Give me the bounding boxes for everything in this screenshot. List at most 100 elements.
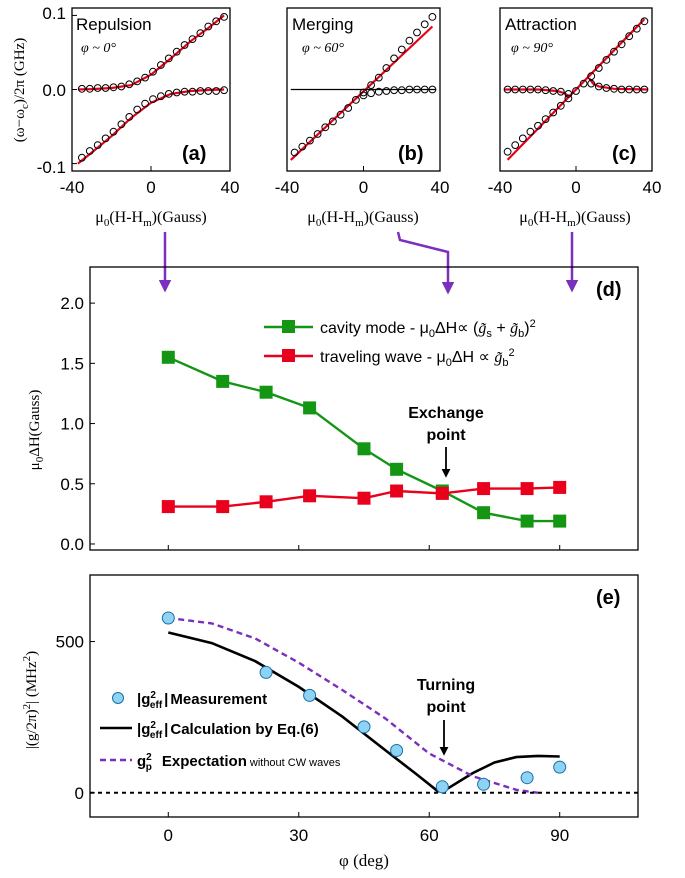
panel-b: -40 0 40 Merging φ ~ 60° (b) — [275, 7, 450, 197]
turning-annotation-line1: Turning — [417, 677, 475, 694]
measurement-point — [259, 665, 273, 679]
x-tick-label: 30 — [289, 826, 308, 845]
data-point — [172, 88, 181, 97]
data-point — [390, 462, 404, 476]
x-tick-label: 40 — [643, 178, 662, 197]
data-point — [357, 442, 371, 456]
data-point — [520, 514, 534, 528]
data-point — [553, 514, 567, 528]
data-point — [541, 86, 550, 95]
data-point — [101, 84, 110, 92]
data-point — [216, 500, 230, 514]
panel-d-label: (d) — [596, 279, 622, 301]
data-point — [188, 35, 197, 43]
data-point — [602, 56, 611, 64]
panel-e-frame — [89, 574, 639, 818]
panel-e-plot: 0 30 60 90 0 500 — [56, 611, 638, 845]
panel-a: -40 0 40 Repulsion φ ~ 0° (a) 0.1 0.0 -0.1… — [12, 4, 239, 197]
measurement-point — [435, 780, 449, 794]
exchange-annotation-line2: point — [426, 427, 466, 444]
panel-d-legend: cavity mode - μ0ΔH∝ (g̃s + g̃b)2 traveli… — [264, 318, 536, 369]
data-point — [306, 136, 314, 145]
data-point — [405, 36, 414, 45]
data-point — [564, 94, 573, 103]
data-point — [141, 73, 150, 82]
data-point — [298, 142, 307, 151]
data-point — [534, 85, 542, 94]
data-point — [78, 84, 86, 93]
data-point — [640, 85, 649, 94]
exchange-annotation-line1: Exchange — [408, 405, 484, 422]
data-point — [216, 374, 230, 388]
data-point — [180, 41, 189, 49]
data-point — [428, 85, 437, 94]
panel-c-title: Attraction — [505, 15, 577, 34]
data-point — [117, 82, 126, 91]
data-point — [511, 85, 520, 94]
data-point — [602, 84, 611, 92]
data-point — [518, 85, 527, 94]
data-point — [610, 84, 618, 93]
data-point — [594, 82, 603, 91]
y-tick-label: 0.5 — [60, 475, 84, 494]
panel-a-ylabel: (ω−ωc)/2π (GHz) — [12, 38, 31, 142]
panel-d: 0.0 0.5 1.0 1.5 2.0 (d) μ0ΔH(Gauss) cavity m… — [27, 266, 639, 554]
panel-d-frame — [89, 266, 639, 551]
x-tick-label: 0 — [571, 178, 580, 197]
data-point — [390, 484, 404, 498]
data-point — [161, 500, 175, 514]
data-point — [164, 90, 173, 98]
expectation-curve — [168, 616, 539, 794]
data-point — [117, 120, 126, 129]
data-point — [141, 99, 150, 108]
data-point — [477, 482, 491, 496]
x-tick-label: 40 — [431, 178, 450, 197]
data-point — [420, 85, 429, 94]
data-point — [157, 61, 165, 69]
legend-green-marker — [282, 320, 295, 333]
legend-measurement-marker — [112, 692, 124, 704]
x-tick-label: 60 — [420, 826, 439, 845]
data-point — [303, 489, 317, 503]
series-line — [168, 486, 560, 508]
data-point — [196, 87, 205, 95]
fit-curve — [506, 18, 646, 161]
data-point — [93, 84, 102, 92]
data-point — [313, 130, 322, 138]
legend-green-text: cavity mode - μ0ΔH∝ (g̃s + g̃b)2 — [320, 318, 536, 340]
data-point — [405, 85, 414, 94]
panel-a-subtitle: φ ~ 0° — [81, 41, 116, 56]
y-tick-label: 2.0 — [60, 294, 84, 313]
data-point — [594, 64, 603, 72]
data-point — [109, 127, 118, 136]
measurement-point — [390, 744, 404, 757]
ytick-label: 0.0 — [42, 81, 66, 100]
series-line — [167, 356, 560, 523]
data-point — [534, 121, 542, 130]
data-point — [220, 13, 229, 21]
data-point — [336, 110, 345, 119]
data-point — [85, 84, 94, 93]
panel-e: 0 30 60 90 0 500 (e) |(g/2π)2| (MHz2) φ (deg)… — [21, 574, 639, 870]
data-point — [212, 87, 221, 95]
data-point — [503, 85, 512, 94]
data-point — [78, 153, 86, 162]
data-point — [188, 87, 197, 96]
data-point — [549, 108, 558, 117]
fit-curve — [290, 25, 434, 161]
y-tick-label: 1.0 — [60, 415, 84, 434]
data-point — [541, 115, 550, 123]
data-point — [374, 87, 383, 96]
legend-red-text: traveling wave - μ0ΔH ∝ g̃b2 — [320, 347, 515, 369]
data-point — [413, 85, 421, 94]
panel-b-title: Merging — [292, 15, 353, 34]
y-tick-label: 1.5 — [60, 354, 84, 373]
data-point — [477, 506, 491, 520]
y-tick-label: 0 — [75, 784, 84, 803]
data-point — [520, 482, 534, 496]
panel-e-ylabel: |(g/2π)2| (MHz2) — [21, 651, 40, 749]
data-point — [625, 32, 634, 41]
data-point — [352, 96, 360, 104]
data-point — [321, 123, 330, 132]
x-axis-label: μ0(H-Hm)(Gauss) — [519, 209, 631, 229]
